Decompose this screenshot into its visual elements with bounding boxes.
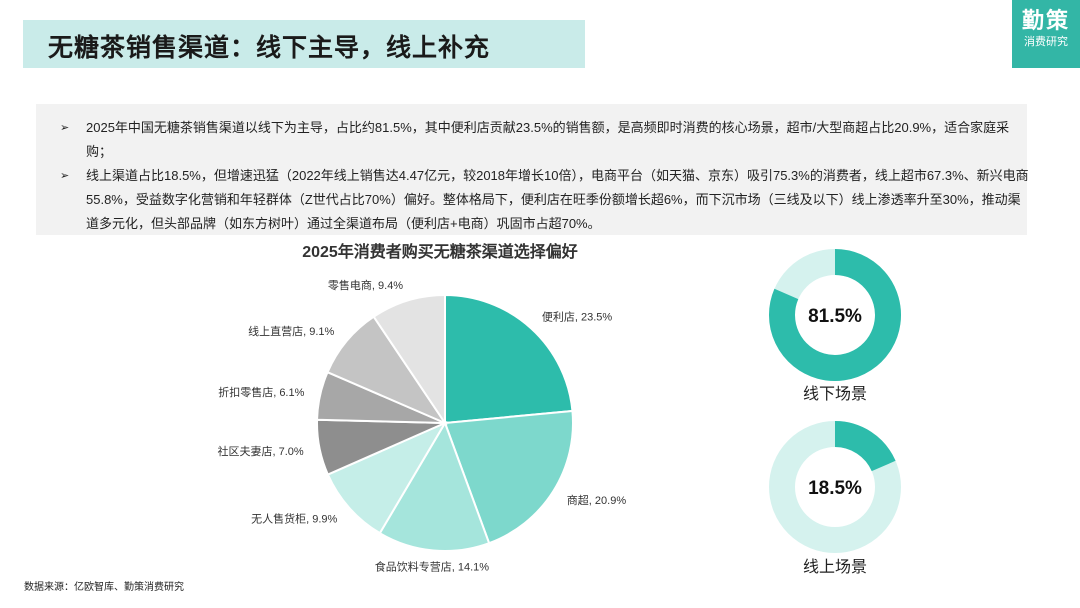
data-source-note: 数据来源：亿欧智库、勤策消费研究 [24, 582, 184, 593]
pie-slice-label-1: 商超, 20.9% [567, 493, 627, 507]
offline-donut-chart: 81.5% [769, 249, 901, 381]
summary-bullet-text: 2025年中国无糖茶销售渠道以线下为主导，占比约81.5%，其中便利店贡献23.… [86, 120, 1010, 159]
arrow-bullet-icon: ➢ [60, 170, 70, 182]
arrow-bullet-icon: ➢ [60, 122, 70, 134]
page-title: 无糖茶销售渠道：线下主导，线上补充 [48, 34, 491, 62]
pie-slice-label-7: 零售电商, 9.4% [328, 278, 403, 292]
pie-chart-title: 2025年消费者购买无糖茶渠道选择偏好 [302, 244, 578, 261]
logo-main-text: 勤策 [1021, 8, 1070, 33]
pie-slice-3 [326, 420, 448, 535]
donut-value-text: 81.5% [808, 306, 862, 327]
pie-slice-label-5: 折扣零售店, 6.1% [218, 385, 304, 399]
donut-value-arc [834, 421, 896, 472]
pie-slice-label-0: 便利店, 23.5% [542, 310, 613, 324]
title-bar [23, 20, 585, 68]
logo-sub-text: 消费研究 [1024, 36, 1068, 48]
donut-value-arc [769, 249, 901, 381]
pie-slice-label-2: 食品饮料专营店, 14.1% [375, 559, 490, 573]
summary-box: ➢ 2025年中国无糖茶销售渠道以线下为主导，占比约81.5%，其中便利店贡献2… [36, 104, 1029, 235]
donut-value-text: 18.5% [808, 478, 862, 499]
pie-slice-label-3: 无人售货柜, 9.9% [251, 512, 337, 526]
online-donut-label: 线上场景 [802, 559, 867, 576]
pie-slice-label-4: 社区夫妻店, 7.0% [218, 444, 304, 458]
pie-slice-2 [378, 420, 491, 552]
channel-pie-chart: 便利店, 23.5% 商超, 20.9% 食品饮料专营店, 14.1% 无人售货柜, … [218, 278, 627, 573]
pie-slice-7 [372, 293, 446, 427]
pie-slice-label-6: 线上直营店, 9.1% [248, 324, 334, 338]
summary-bullet-text: 线上渠道占比18.5%，但增速迅猛（2022年线上销售达4.47亿元，较2018… [86, 168, 1029, 231]
pie-slice-0 [444, 293, 574, 425]
online-donut-chart: 18.5% [769, 421, 901, 553]
offline-donut-label: 线下场景 [802, 386, 867, 403]
brand-logo: 勤策 消费研究 [1012, 0, 1080, 68]
